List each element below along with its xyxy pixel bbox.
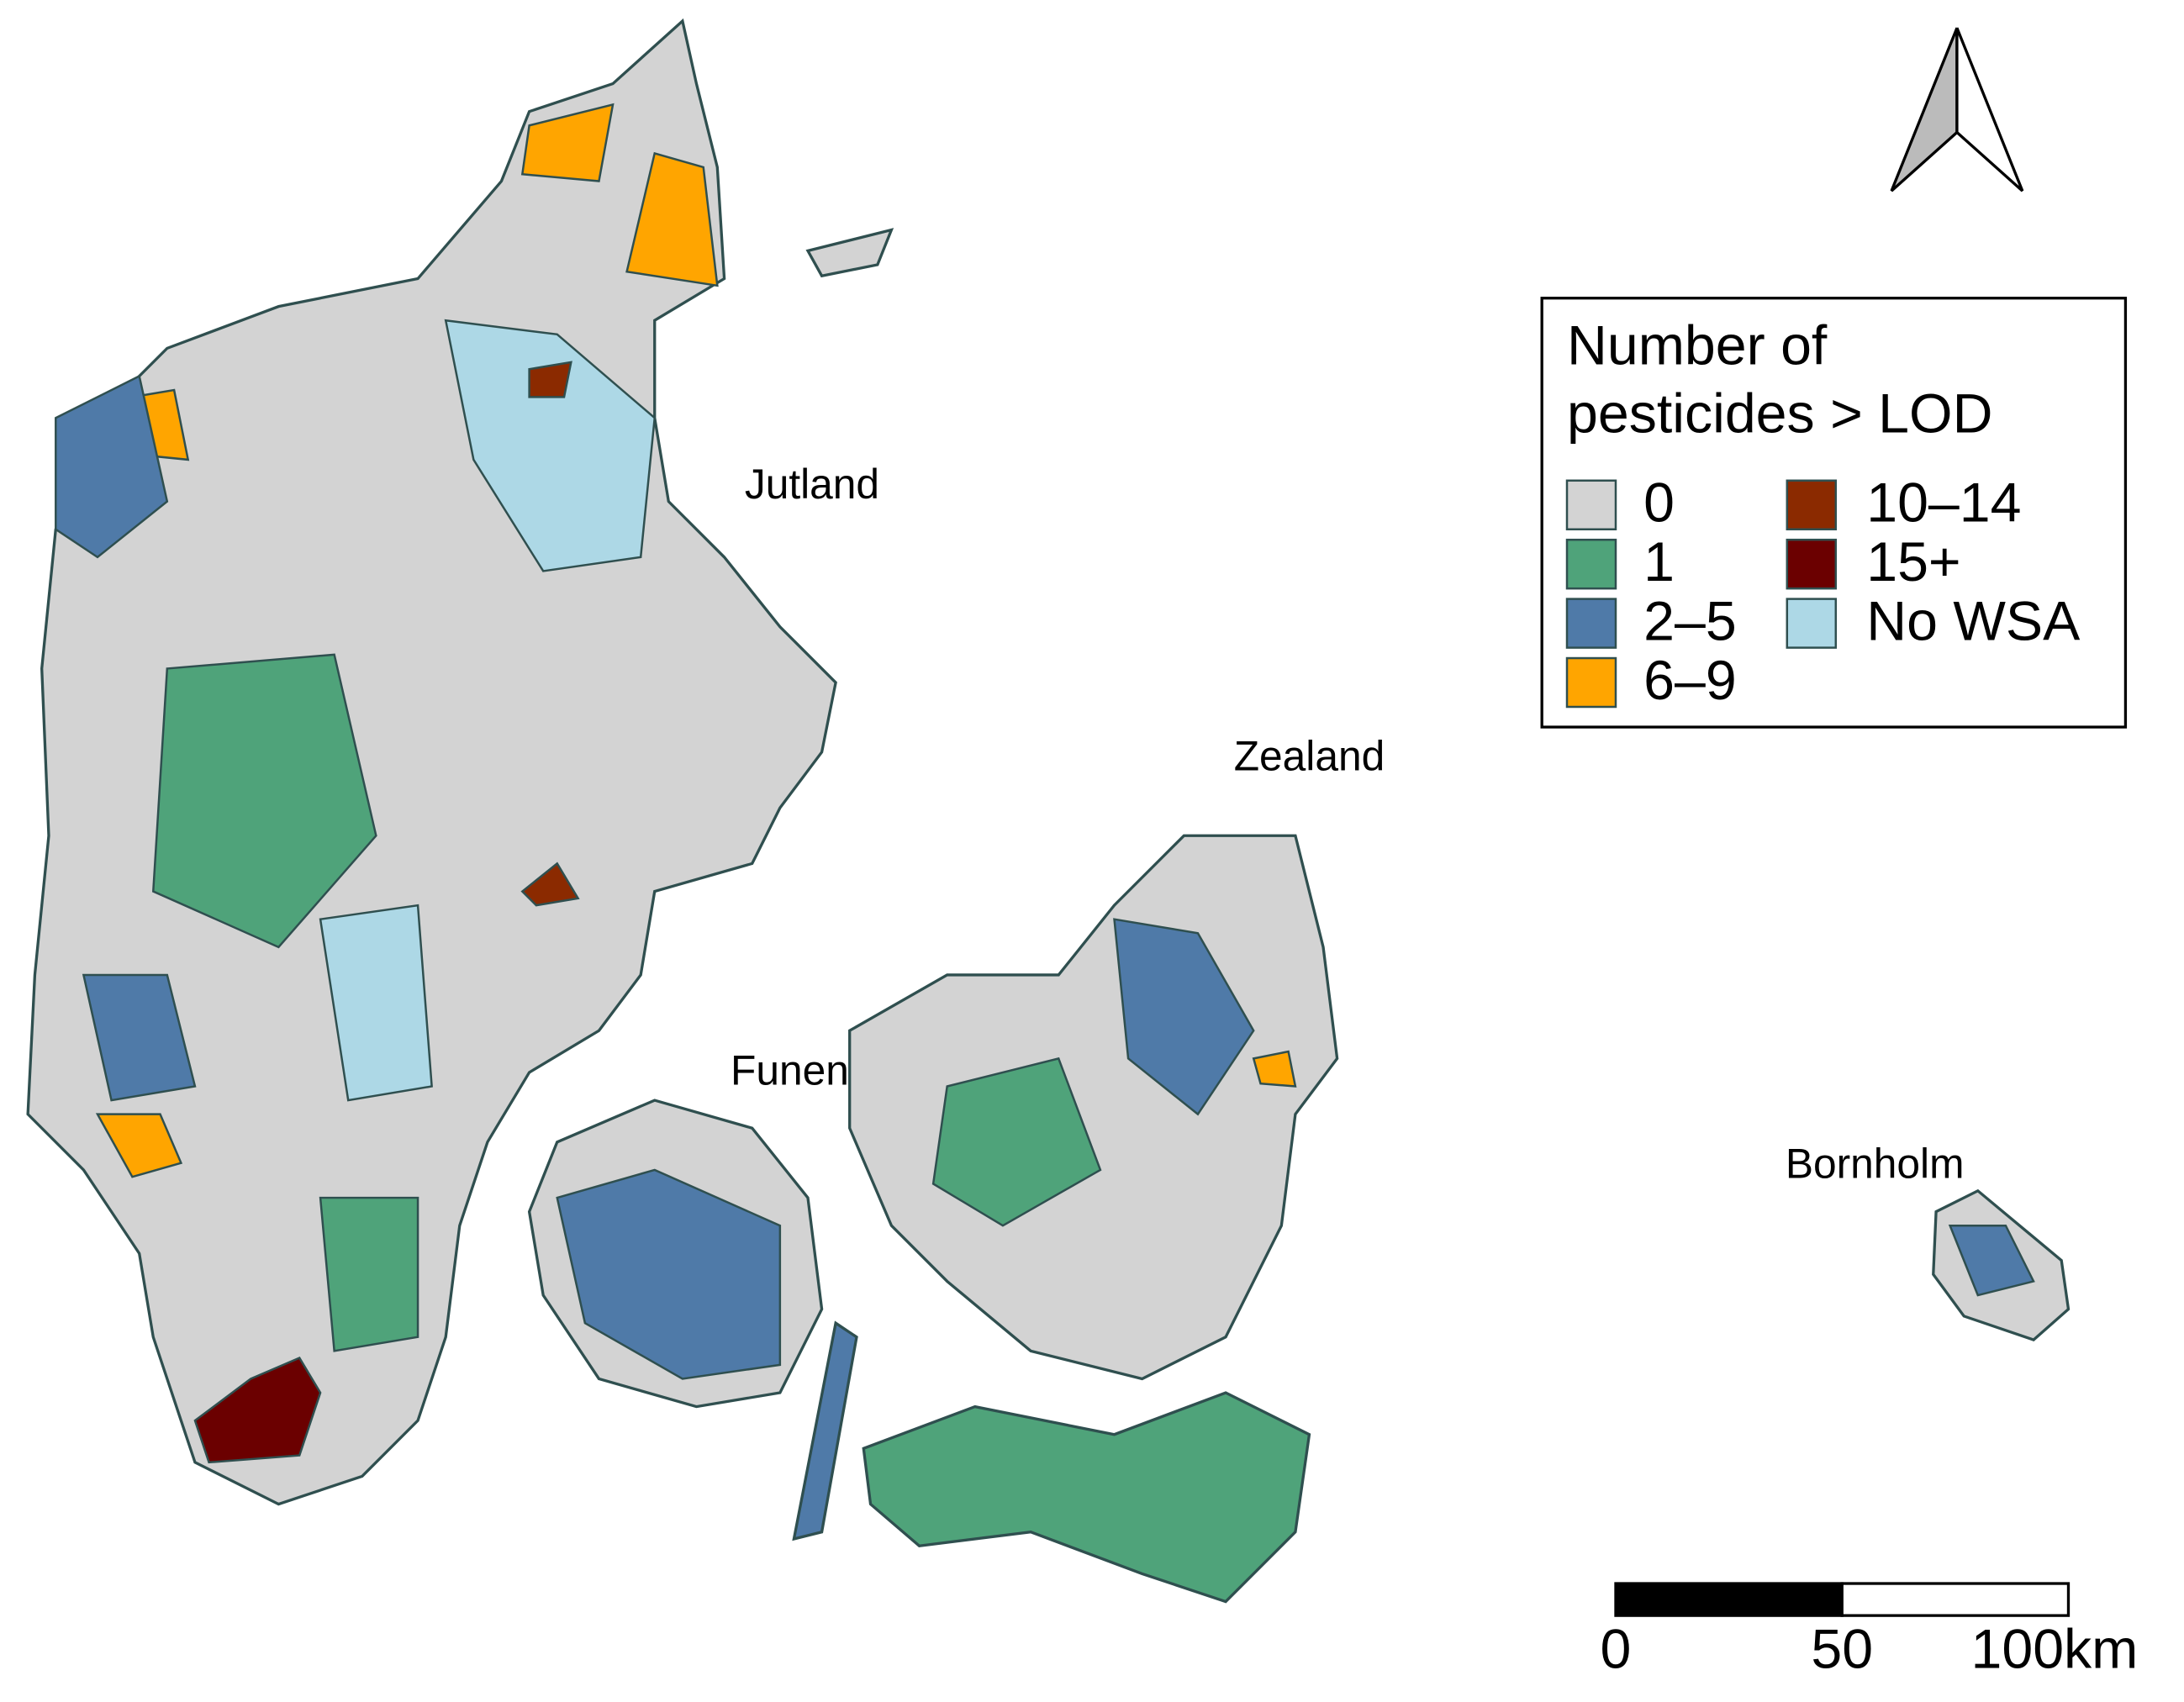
region-label: Zealand [1234, 732, 1385, 779]
legend-label: 2–5 [1643, 591, 1737, 653]
region-label: Funen [731, 1047, 849, 1094]
legend-swatch [1786, 598, 1838, 649]
area [1252, 1050, 1297, 1088]
areas [55, 103, 2035, 1464]
legend-label: 1 [1643, 531, 1675, 593]
scale-segment [1614, 1582, 1844, 1617]
area [1113, 918, 1255, 1116]
legend-title: pesticides > LOD [1567, 383, 1992, 445]
legend-swatch [1786, 538, 1838, 590]
scale-label: 50 [1811, 1618, 1873, 1680]
scale-segment [1840, 1582, 2071, 1617]
area [55, 374, 169, 559]
legend-label: 15+ [1866, 531, 1960, 593]
legend-swatch [1786, 479, 1838, 531]
legend-label: 10–14 [1866, 472, 2021, 535]
legend-swatch [1565, 598, 1617, 649]
area [556, 1168, 782, 1380]
north-arrow-left [1890, 27, 1959, 192]
langeland [792, 1320, 858, 1541]
legend-swatch [1565, 479, 1617, 531]
legend-swatch [1565, 656, 1617, 709]
lolland-falster [862, 1391, 1311, 1604]
north-arrow [1890, 27, 2024, 192]
area [528, 361, 572, 398]
legend-label: No WSA [1866, 591, 2081, 653]
scale-label: 100km [1970, 1618, 2138, 1680]
area [520, 862, 580, 907]
north-arrow-right [1955, 27, 2024, 192]
area [95, 1113, 183, 1178]
region-label: Jutland [745, 461, 879, 508]
region-label: Bornholm [1786, 1141, 1965, 1188]
legend-title: Number of [1567, 315, 1828, 377]
area [319, 904, 433, 1102]
zealand [848, 834, 1339, 1381]
area [444, 319, 657, 572]
area [520, 103, 615, 182]
area [151, 653, 377, 949]
area [625, 151, 719, 287]
legend-label: 6–9 [1643, 650, 1737, 712]
scale-label: 0 [1601, 1618, 1632, 1680]
legend-swatch [1565, 538, 1617, 590]
anholt [805, 228, 894, 278]
area [193, 1357, 322, 1464]
area [82, 973, 197, 1102]
area [319, 1196, 419, 1352]
area [931, 1057, 1102, 1227]
area [1948, 1224, 2035, 1297]
legend-label: 0 [1643, 472, 1675, 535]
